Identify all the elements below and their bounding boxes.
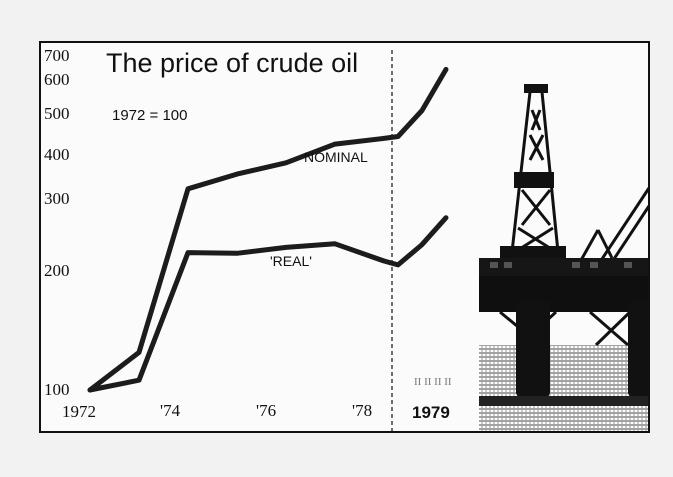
x-tick-label: '78 bbox=[352, 401, 372, 420]
rig-leg-right bbox=[628, 300, 649, 398]
series-line-nominal bbox=[87, 66, 449, 393]
faint-mark: II II II II bbox=[414, 376, 452, 388]
y-tick-label: 200 bbox=[44, 261, 70, 280]
oil-rig-illustration bbox=[479, 84, 649, 432]
x-axis: 1972 '74 '76 '78 1979 bbox=[62, 401, 450, 422]
chart-border bbox=[39, 41, 650, 433]
y-tick-label: 100 bbox=[44, 380, 70, 399]
deck-upper bbox=[479, 258, 649, 276]
x-tick-label: 1972 bbox=[62, 402, 96, 421]
x-tick-label: '74 bbox=[160, 401, 181, 420]
y-tick-label: 300 bbox=[44, 189, 70, 208]
derrick-platform bbox=[514, 172, 554, 188]
y-tick-label: 700 bbox=[44, 46, 70, 65]
chart-subtitle: 1972 = 100 bbox=[112, 107, 188, 124]
series-label-real: 'REAL' bbox=[270, 253, 312, 269]
series-label-nominal: NOMINAL bbox=[304, 149, 368, 165]
rig-leg-left bbox=[516, 300, 550, 398]
x-tick-label: '76 bbox=[256, 401, 276, 420]
chart-title: The price of crude oil bbox=[106, 48, 358, 78]
x-tick-label: 1979 bbox=[412, 403, 450, 422]
y-axis: 100 200 300 400 500 600 700 bbox=[44, 46, 70, 399]
y-tick-label: 400 bbox=[44, 145, 70, 164]
pontoon bbox=[479, 396, 649, 406]
sea-water bbox=[479, 345, 649, 432]
y-tick-label: 600 bbox=[44, 70, 70, 89]
deck-windows bbox=[490, 262, 632, 268]
series-line-real bbox=[87, 215, 449, 393]
derrick-crown bbox=[524, 84, 548, 93]
y-tick-label: 500 bbox=[44, 104, 70, 123]
crane bbox=[578, 187, 649, 263]
deck-main bbox=[479, 276, 649, 312]
